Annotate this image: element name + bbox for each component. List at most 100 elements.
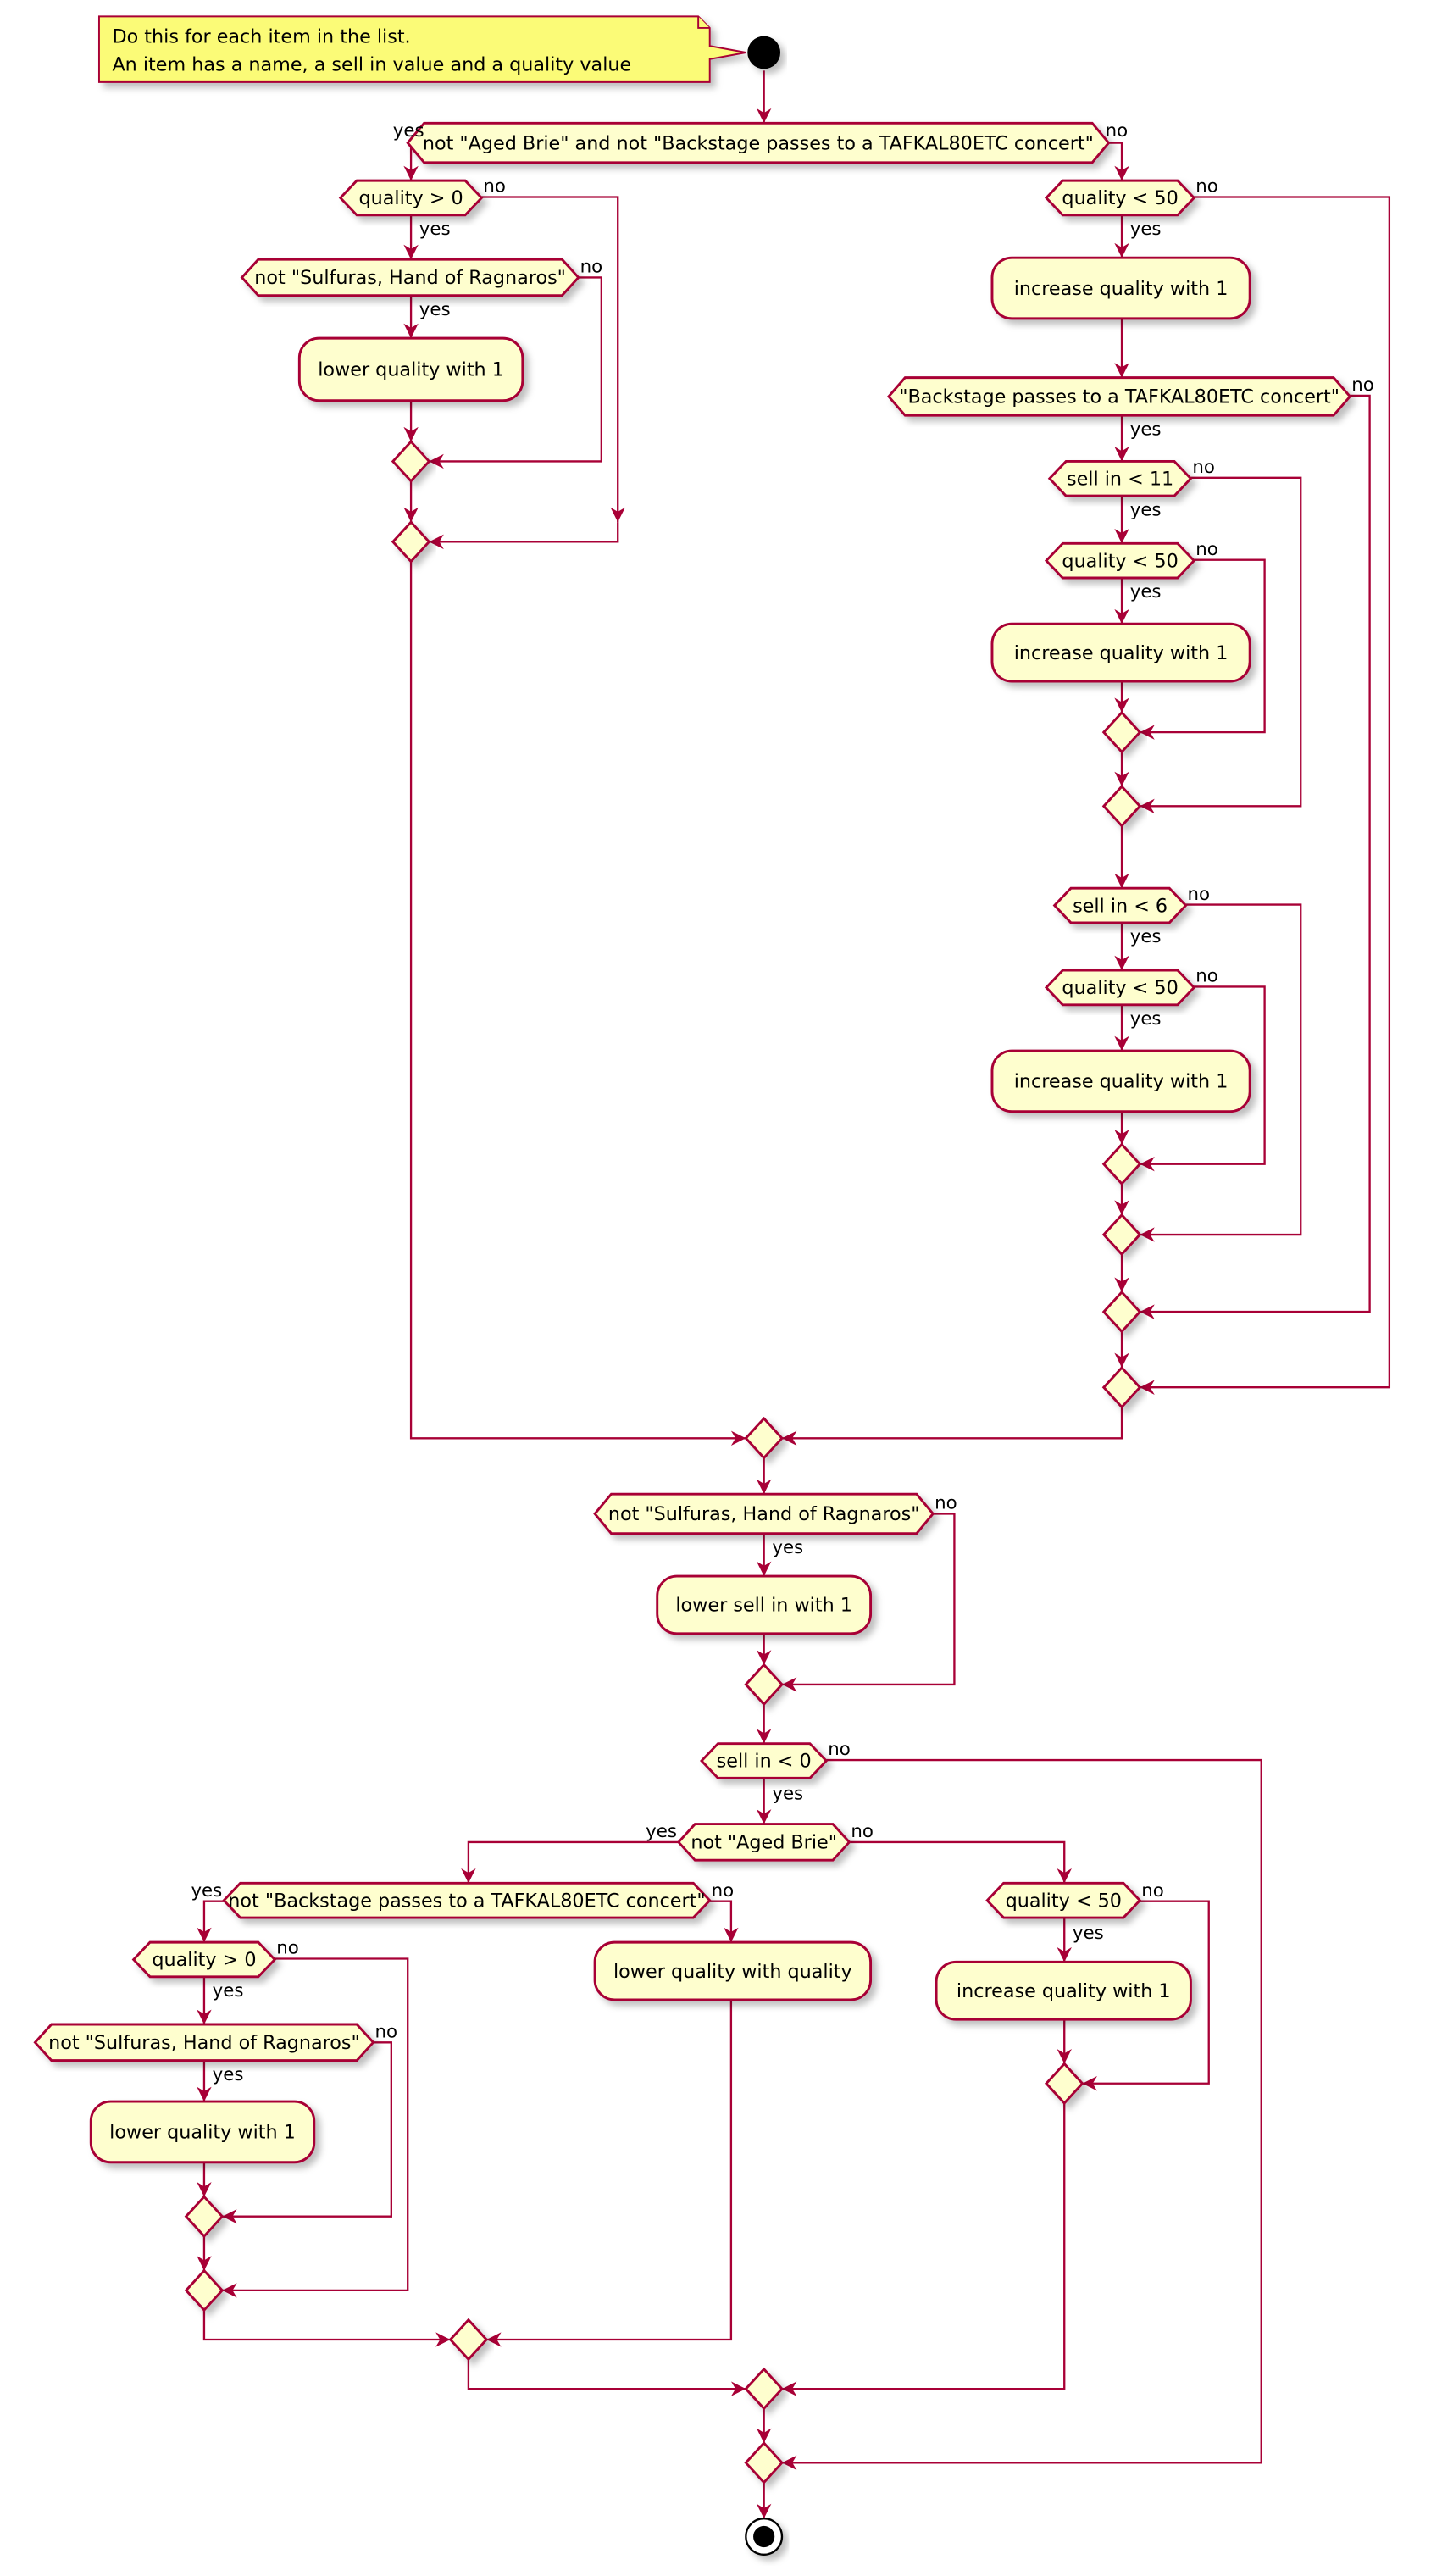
yes-label: yes bbox=[1130, 499, 1162, 520]
yes-label: yes bbox=[1073, 1923, 1104, 1944]
action-shape bbox=[656, 1574, 873, 1635]
decision-d-q-gt0-a: quality > 0 bbox=[338, 179, 484, 217]
decision-shape bbox=[593, 1492, 935, 1535]
decision-d-sulf-a: not "Sulfuras, Hand of Ragnaros" bbox=[240, 258, 580, 297]
flow-edge bbox=[429, 522, 619, 550]
merge-diamond bbox=[391, 440, 431, 483]
flow-edge bbox=[781, 1758, 1262, 2471]
merge-diamond bbox=[1101, 784, 1142, 828]
no-label: no bbox=[580, 257, 603, 278]
flow-edge bbox=[1103, 142, 1129, 181]
no-label: no bbox=[1195, 966, 1218, 987]
decision-label: quality < 50 bbox=[1006, 1890, 1122, 1912]
decision-shape bbox=[700, 1742, 829, 1779]
action-label: increase quality with 1 bbox=[957, 1980, 1171, 2002]
flow-edge bbox=[781, 2102, 1066, 2396]
decision-shape bbox=[33, 2023, 375, 2062]
decision-d-sell11: sell in < 11 bbox=[1047, 459, 1193, 497]
action-a-lower-a: lower quality with 1 bbox=[297, 336, 524, 402]
yes-label: yes bbox=[419, 299, 451, 320]
flow-edge bbox=[429, 276, 603, 469]
decision-label: quality > 0 bbox=[152, 1949, 256, 1971]
decision-d-q-lt50-c: quality < 50 bbox=[1044, 969, 1196, 1007]
action-a-lower-q: lower quality with quality bbox=[593, 1940, 873, 2001]
decision-d-sulf-b: not "Sulfuras, Hand of Ragnaros" bbox=[593, 1492, 935, 1535]
merge-diamond bbox=[744, 2440, 784, 2484]
flow-edge bbox=[202, 2310, 451, 2347]
decision-shape bbox=[676, 1823, 851, 1862]
decision-d-backstage-b: not "Backstage passes to a TAFKAL80ETC c… bbox=[222, 1881, 712, 1919]
merge-diamond bbox=[1101, 1290, 1142, 1334]
flow-edge bbox=[849, 1840, 1072, 1884]
flow-edge bbox=[467, 2359, 746, 2396]
yes-label: yes bbox=[1130, 926, 1162, 947]
flow-edge bbox=[486, 1999, 733, 2347]
note-line-1: Do this for each item in the list. bbox=[112, 25, 410, 47]
flow-edge bbox=[1140, 903, 1302, 1242]
flow-edge bbox=[709, 1900, 739, 1943]
yes-label: yes bbox=[213, 2064, 244, 2085]
decision-d1: not "Aged Brie" and not "Backstage passe… bbox=[406, 121, 1111, 164]
decision-label: quality < 50 bbox=[1062, 187, 1178, 209]
yes-label: yes bbox=[1130, 419, 1162, 440]
decision-shape bbox=[406, 121, 1111, 164]
action-label: increase quality with 1 bbox=[1014, 278, 1229, 300]
action-a-lower-sell: lower sell in with 1 bbox=[656, 1574, 873, 1635]
flow-edge bbox=[461, 1840, 679, 1884]
flow-edge bbox=[1140, 196, 1391, 1395]
yes-label: yes bbox=[646, 1821, 677, 1842]
no-label: no bbox=[1195, 539, 1218, 560]
start-node bbox=[747, 36, 781, 69]
yes-label: yes bbox=[1130, 581, 1162, 602]
flow-edge bbox=[1140, 394, 1371, 1319]
yes-label: yes bbox=[772, 1784, 803, 1805]
no-label: no bbox=[935, 1493, 957, 1514]
decision-d-brie: not "Aged Brie" bbox=[676, 1823, 851, 1862]
decision-d-sulf-c: not "Sulfuras, Hand of Ragnaros" bbox=[33, 2023, 375, 2062]
action-shape bbox=[593, 1940, 873, 2001]
flow-edge bbox=[409, 561, 746, 1446]
decision-label: not "Sulfuras, Hand of Ragnaros" bbox=[608, 1503, 920, 1525]
decision-label: not "Aged Brie" bbox=[691, 1832, 837, 1854]
decision-d-q-lt50-b: quality < 50 bbox=[1044, 541, 1196, 580]
flow-edge bbox=[1140, 558, 1266, 740]
decision-shape bbox=[222, 1881, 712, 1919]
no-label: no bbox=[712, 1880, 735, 1901]
flow-edge bbox=[1140, 476, 1302, 814]
no-label: no bbox=[828, 1739, 851, 1760]
decision-label: "Backstage passes to a TAFKAL80ETC conce… bbox=[899, 386, 1339, 408]
no-label: no bbox=[1188, 884, 1211, 905]
no-label: no bbox=[851, 1821, 874, 1842]
note-shape bbox=[97, 15, 746, 83]
merge-diamond bbox=[448, 2318, 489, 2362]
decision-shape bbox=[1052, 886, 1188, 924]
action-shape bbox=[89, 2100, 316, 2164]
no-label: no bbox=[276, 1938, 299, 1959]
merge-diamond bbox=[1101, 710, 1142, 754]
flow-edge bbox=[1082, 1900, 1210, 2091]
flow-edge bbox=[222, 1957, 409, 2298]
decision-shape bbox=[338, 179, 484, 217]
merge-diamond bbox=[1101, 1142, 1142, 1186]
decision-shape bbox=[1044, 969, 1196, 1007]
decision-d-q-lt50-a: quality < 50 bbox=[1044, 179, 1196, 217]
action-a-inc-a: increase quality with 1 bbox=[990, 256, 1251, 320]
note-line-2: An item has a name, a sell in value and … bbox=[112, 53, 631, 75]
no-label: no bbox=[1351, 375, 1374, 396]
action-a-inc-b: increase quality with 1 bbox=[990, 622, 1251, 683]
decision-d-backstage: "Backstage passes to a TAFKAL80ETC conce… bbox=[886, 376, 1352, 417]
note: Do this for each item in the list. An it… bbox=[97, 15, 746, 83]
action-a-lower-b: lower quality with 1 bbox=[89, 2100, 316, 2164]
decision-d-sell6: sell in < 6 bbox=[1052, 886, 1188, 924]
action-shape bbox=[990, 1049, 1251, 1113]
flow-edge bbox=[781, 1407, 1123, 1446]
decision-shape bbox=[1044, 541, 1196, 580]
merge-diamond bbox=[1044, 2062, 1084, 2106]
action-shape bbox=[935, 1960, 1192, 2021]
flow-edge bbox=[197, 1900, 225, 1943]
merge-diamond bbox=[184, 2268, 225, 2312]
decision-shape bbox=[985, 1881, 1142, 1919]
decision-shape bbox=[131, 1940, 277, 1979]
decision-shape bbox=[1044, 179, 1196, 217]
action-label: lower quality with quality bbox=[613, 1961, 852, 1983]
